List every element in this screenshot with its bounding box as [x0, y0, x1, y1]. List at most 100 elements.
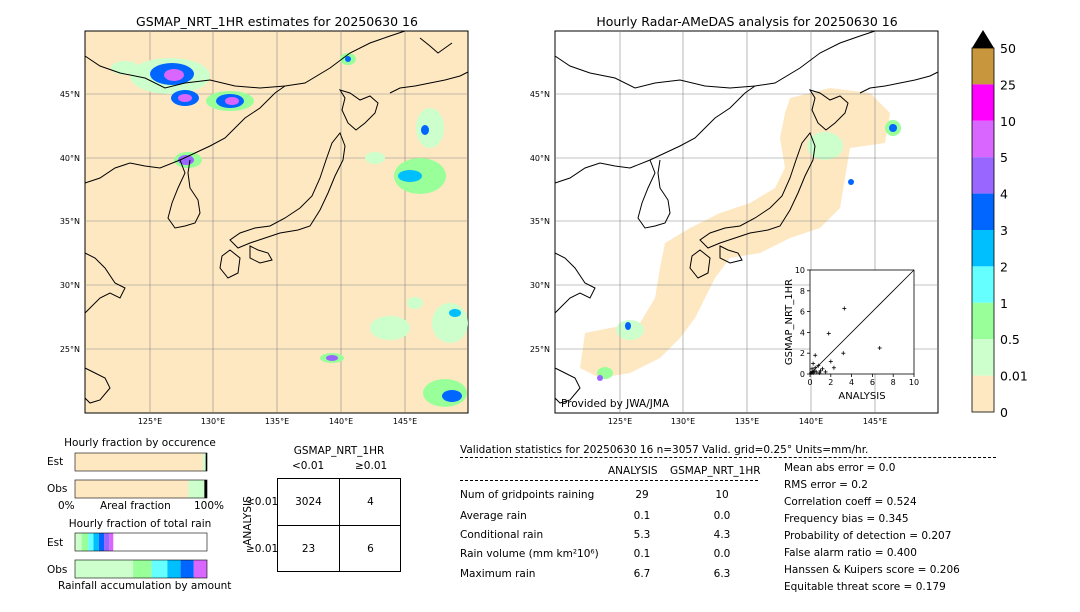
colorbar-label: 1	[1000, 296, 1008, 311]
lon-label: 130°E	[201, 417, 225, 426]
colorbar: 50 25 10 5 4 3 2 1 0.5 0.01 0	[971, 30, 1028, 420]
colorbar-label: 10	[1000, 114, 1016, 129]
colorbar-label: 4	[1000, 187, 1008, 202]
scatter-point	[817, 370, 822, 375]
scatter-y-tick-label: 8	[800, 287, 805, 296]
scatter-point	[818, 368, 823, 373]
colorbar-label: 0	[1000, 405, 1008, 420]
fraction-bar-segment	[109, 533, 114, 551]
stat-gsmap: 10	[715, 489, 729, 501]
total-rain-label-obs: Obs	[47, 564, 68, 576]
scatter-x-tick-label: 8	[891, 378, 896, 387]
scatter-point	[842, 306, 847, 311]
scatter-x-ticks: 0 2 4 6 8 10	[807, 374, 919, 387]
occurrence-title: Hourly fraction by occurence	[64, 437, 216, 449]
stat-gsmap: 0.0	[713, 510, 731, 522]
right-map-coastlines	[554, 30, 939, 404]
contingency-cell: 4	[367, 496, 374, 508]
scatter-point	[813, 353, 818, 358]
scatter-points	[809, 306, 882, 375]
left-map-precipitation	[111, 53, 468, 407]
lat-label: 40°N	[60, 154, 80, 163]
fraction-bar-segment	[104, 533, 110, 551]
score-line: False alarm ratio = 0.400	[784, 547, 917, 559]
contingency-table: 3024 4 23 6	[277, 478, 401, 572]
validation-header-rule	[460, 457, 996, 458]
occurrence-xlabel: Areal fraction	[100, 500, 171, 512]
scatter-point	[831, 365, 836, 370]
lon-label: 140°E	[799, 417, 823, 426]
scatter-point	[823, 369, 828, 374]
score-line: Probability of detection = 0.207	[784, 530, 952, 542]
scatter-diagonal	[809, 269, 915, 375]
stat-analysis: 0.1	[633, 548, 651, 560]
fraction-bar-segment	[167, 560, 181, 578]
colorbar-box	[972, 302, 994, 340]
colorbar-label: 5	[1000, 150, 1008, 165]
lat-label: 45°N	[60, 90, 80, 99]
left-map-title: GSMAP_NRT_1HR estimates for 20250630 16	[136, 14, 418, 29]
lat-label: 40°N	[530, 154, 550, 163]
stat-analysis: 0.1	[633, 510, 651, 522]
colorbar-box	[972, 193, 994, 230]
fraction-bar-segment	[75, 480, 189, 498]
scatter-point	[820, 366, 825, 371]
colorbar-label: 0.01	[1000, 369, 1028, 384]
stat-label: Maximum rain	[460, 568, 536, 580]
colorbar-box	[972, 84, 994, 121]
left-map-lat-labels: 45°N 40°N 35°N 30°N 25°N	[60, 90, 80, 354]
stat-gsmap: 0.0	[713, 548, 731, 560]
validation-col-rule	[460, 480, 758, 481]
stat-label: Num of gridpoints raining	[460, 489, 595, 501]
colorbar-labels: 50 25 10 5 4 3 2 1 0.5 0.01 0	[1000, 41, 1028, 420]
scatter-x-tick-label: 6	[870, 378, 875, 387]
right-map-lat-labels: 45°N 40°N 35°N 30°N 25°N	[530, 90, 550, 354]
lat-label: 25°N	[530, 345, 550, 354]
fraction-bar-segment	[75, 560, 134, 578]
score-line: Mean abs error = 0.0	[784, 462, 896, 474]
fraction-bar-segment	[93, 533, 99, 551]
scatter-point	[826, 331, 831, 336]
colorbar-box	[972, 157, 994, 194]
contingency-col-label: <0.01	[292, 460, 325, 472]
scatter-point	[812, 368, 817, 373]
scatter-ylabel: GSMAP_NRT_1HR	[784, 279, 795, 365]
lat-label: 35°N	[530, 217, 550, 226]
lon-label: 145°E	[863, 417, 887, 426]
occurrence-label-est: Est	[47, 456, 64, 468]
fraction-bar-segment	[75, 533, 82, 551]
lat-label: 35°N	[60, 217, 80, 226]
lat-label: 30°N	[60, 281, 80, 290]
scatter-x-tick-label: 10	[909, 378, 919, 387]
score-line: Frequency bias = 0.345	[784, 513, 909, 525]
scatter-y-tick-label: 4	[800, 328, 805, 337]
colorbar-label: 25	[1000, 77, 1016, 92]
scatter-point	[811, 370, 816, 375]
fraction-bar-segment	[203, 453, 206, 471]
score-line: RMS error = 0.2	[784, 479, 868, 491]
scatter-xlabel: ANALYSIS	[838, 391, 885, 402]
right-map-title: Hourly Radar-AMeDAS analysis for 2025063…	[596, 14, 898, 29]
total-rain-bars	[74, 532, 208, 579]
scatter-point	[841, 351, 846, 356]
fraction-bar-segment	[180, 560, 194, 578]
fraction-bar-segment	[88, 533, 94, 551]
left-map-coastlines	[84, 30, 469, 404]
total-rain-xlabel: Rainfall accumulation by amount	[58, 580, 232, 592]
scatter-y-tick-label: 10	[795, 266, 805, 275]
credit-text: Provided by JWA/JMA	[561, 398, 670, 410]
scatter-x-tick-label: 2	[828, 378, 833, 387]
scatter-x-tick-label: 0	[807, 378, 812, 387]
lon-label: 130°E	[671, 417, 695, 426]
score-line: Equitable threat score = 0.179	[784, 581, 946, 593]
scatter-y-tick-label: 2	[800, 349, 805, 358]
stat-gsmap: 4.3	[713, 529, 731, 541]
validation-col-gsmap: GSMAP_NRT_1HR	[670, 465, 761, 477]
left-map-lon-labels: 125°E 130°E 135°E 140°E 145°E	[138, 417, 417, 426]
contingency-cell: 23	[301, 543, 316, 555]
colorbar-box	[972, 375, 994, 412]
fraction-bar-segment	[188, 480, 205, 498]
lat-label: 25°N	[60, 345, 80, 354]
fraction-bar-segment	[193, 560, 207, 578]
total-rain-label-est: Est	[47, 537, 64, 549]
